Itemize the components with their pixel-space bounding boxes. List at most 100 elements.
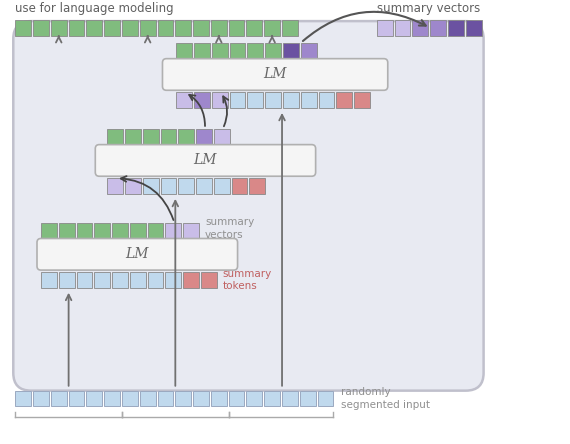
Bar (247, 92, 263, 108)
Bar (68, 20, 84, 36)
Bar (157, 391, 173, 406)
Bar (301, 43, 316, 59)
Bar (76, 223, 92, 238)
Text: LM: LM (263, 67, 287, 81)
Bar (148, 272, 164, 288)
Bar (59, 223, 75, 238)
Bar (161, 178, 176, 194)
Bar (430, 20, 446, 36)
Bar (214, 129, 230, 145)
Bar (178, 178, 194, 194)
Bar (157, 20, 173, 36)
Bar (122, 391, 138, 406)
Bar (107, 178, 123, 194)
Bar (148, 223, 164, 238)
Bar (165, 223, 181, 238)
Bar (87, 20, 102, 36)
Bar (15, 20, 31, 36)
Bar (94, 223, 110, 238)
Bar (283, 92, 299, 108)
Bar (107, 129, 123, 145)
Bar (178, 129, 194, 145)
Bar (140, 20, 156, 36)
Bar (196, 129, 212, 145)
Bar (193, 391, 209, 406)
Bar (229, 20, 245, 36)
Bar (193, 20, 209, 36)
Bar (41, 223, 57, 238)
Text: summary
tokens: summary tokens (223, 269, 272, 291)
Bar (68, 391, 84, 406)
Bar (142, 129, 158, 145)
Text: use for language modeling: use for language modeling (15, 2, 174, 15)
FancyBboxPatch shape (95, 145, 316, 176)
Bar (319, 92, 335, 108)
Bar (176, 43, 192, 59)
Bar (250, 178, 265, 194)
FancyBboxPatch shape (37, 238, 238, 270)
Bar (212, 43, 227, 59)
Bar (59, 272, 75, 288)
Bar (76, 272, 92, 288)
Bar (336, 92, 352, 108)
Bar (161, 129, 176, 145)
Bar (264, 391, 280, 406)
Bar (354, 92, 370, 108)
Bar (448, 20, 464, 36)
Bar (130, 223, 146, 238)
Bar (140, 391, 156, 406)
Bar (246, 20, 262, 36)
Bar (183, 223, 199, 238)
Bar (211, 20, 227, 36)
Bar (300, 391, 316, 406)
Bar (122, 20, 138, 36)
Bar (176, 92, 192, 108)
Text: summary
vectors: summary vectors (205, 218, 254, 240)
Bar (282, 391, 298, 406)
Bar (176, 391, 191, 406)
Bar (317, 391, 333, 406)
Bar (112, 272, 128, 288)
Text: LM: LM (194, 154, 217, 167)
Bar (265, 43, 281, 59)
Bar (142, 178, 158, 194)
Bar (194, 43, 210, 59)
Bar (211, 391, 227, 406)
Text: summary vectors: summary vectors (377, 2, 480, 15)
Text: randomly
segmented input: randomly segmented input (341, 387, 430, 410)
Bar (183, 272, 199, 288)
Bar (283, 43, 299, 59)
FancyBboxPatch shape (162, 59, 388, 90)
Bar (377, 20, 393, 36)
Bar (176, 20, 191, 36)
Bar (231, 178, 247, 194)
Bar (94, 272, 110, 288)
Bar (466, 20, 482, 36)
Bar (230, 43, 246, 59)
Bar (201, 272, 217, 288)
Bar (229, 391, 245, 406)
Bar (51, 20, 67, 36)
FancyBboxPatch shape (13, 21, 483, 391)
Bar (265, 92, 281, 108)
Bar (51, 391, 67, 406)
Bar (282, 20, 298, 36)
Bar (230, 92, 246, 108)
Text: LM: LM (125, 247, 149, 261)
Bar (165, 272, 181, 288)
Bar (112, 223, 128, 238)
Bar (104, 20, 120, 36)
Bar (301, 92, 316, 108)
Bar (104, 391, 120, 406)
Bar (413, 20, 428, 36)
Bar (15, 391, 31, 406)
Bar (394, 20, 410, 36)
Bar (130, 272, 146, 288)
Bar (125, 178, 141, 194)
Bar (33, 20, 49, 36)
Bar (41, 272, 57, 288)
Bar (214, 178, 230, 194)
Bar (196, 178, 212, 194)
Bar (33, 391, 49, 406)
Bar (125, 129, 141, 145)
